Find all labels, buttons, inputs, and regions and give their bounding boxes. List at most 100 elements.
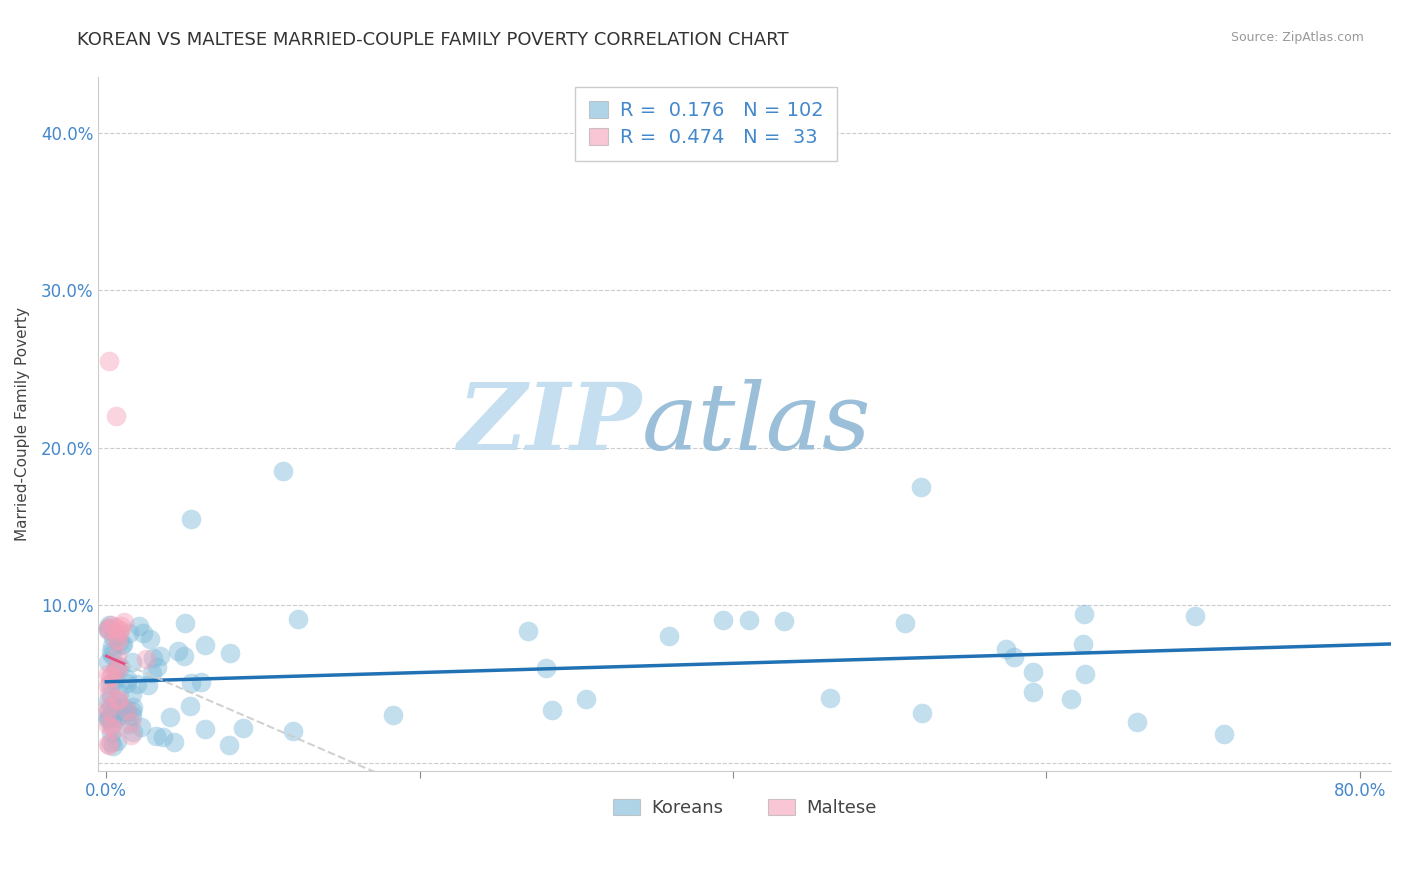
Point: [180, 511, 202, 525]
Point: [100, 719, 122, 733]
Point: [111, 708, 134, 723]
Point: [97, 737, 120, 751]
Point: [100, 618, 122, 632]
Point: [122, 700, 145, 714]
Point: [108, 660, 131, 674]
Point: [541, 704, 564, 718]
Point: [108, 686, 131, 700]
Point: [167, 644, 190, 658]
Text: ZIP: ZIP: [457, 379, 641, 469]
Point: [120, 715, 142, 730]
Point: [138, 678, 160, 692]
Point: [121, 708, 143, 723]
Point: [115, 675, 138, 690]
Point: [287, 612, 309, 626]
Point: [145, 729, 167, 743]
Point: [142, 651, 165, 665]
Point: [132, 625, 155, 640]
Point: [117, 672, 139, 686]
Point: [115, 705, 138, 719]
Point: [100, 689, 122, 703]
Point: [97, 700, 120, 714]
Point: [174, 615, 197, 630]
Point: [101, 739, 124, 754]
Point: [104, 620, 127, 634]
Point: [107, 660, 129, 674]
Point: [98, 677, 121, 691]
Point: [107, 658, 129, 673]
Point: [101, 648, 124, 663]
Point: [108, 624, 131, 639]
Point: [104, 673, 127, 687]
Point: [105, 733, 128, 747]
Point: [100, 698, 122, 712]
Point: [97, 710, 120, 724]
Point: [114, 702, 136, 716]
Point: [117, 625, 139, 640]
Point: [1073, 637, 1095, 651]
Point: [98, 738, 121, 752]
Point: [101, 668, 124, 682]
Point: [173, 648, 195, 663]
Text: Source: ZipAtlas.com: Source: ZipAtlas.com: [1230, 31, 1364, 45]
Point: [995, 642, 1018, 657]
Point: [101, 716, 124, 731]
Point: [163, 735, 186, 749]
Point: [1074, 667, 1097, 681]
Point: [100, 645, 122, 659]
Point: [98, 617, 121, 632]
Point: [97, 655, 120, 669]
Point: [107, 632, 129, 647]
Point: [104, 699, 127, 714]
Point: [135, 652, 157, 666]
Point: [218, 738, 240, 752]
Point: [121, 725, 143, 739]
Point: [575, 691, 598, 706]
Point: [104, 409, 127, 424]
Point: [180, 676, 202, 690]
Point: [281, 723, 304, 738]
Point: [1073, 607, 1095, 622]
Point: [103, 723, 125, 737]
Point: [1212, 727, 1234, 741]
Point: [97, 694, 120, 708]
Point: [141, 665, 163, 680]
Point: [382, 708, 405, 723]
Point: [138, 632, 160, 646]
Point: [773, 614, 796, 628]
Point: [219, 647, 242, 661]
Point: [105, 648, 128, 663]
Point: [97, 623, 120, 637]
Point: [273, 464, 295, 478]
Point: [534, 661, 557, 675]
Point: [107, 691, 129, 706]
Point: [129, 720, 152, 734]
Point: [121, 688, 143, 702]
Point: [97, 712, 120, 726]
Point: [108, 700, 131, 714]
Point: [100, 735, 122, 749]
Point: [1126, 715, 1149, 730]
Point: [121, 656, 143, 670]
Point: [105, 663, 128, 677]
Point: [110, 618, 132, 632]
Point: [98, 670, 121, 684]
Point: [711, 613, 734, 627]
Point: [101, 630, 124, 644]
Point: [128, 619, 150, 633]
Point: [98, 686, 121, 700]
Point: [108, 623, 131, 637]
Point: [105, 711, 128, 725]
Point: [1022, 685, 1045, 699]
Point: [120, 728, 142, 742]
Point: [1022, 665, 1045, 679]
Point: [1002, 650, 1025, 665]
Point: [658, 630, 681, 644]
Point: [145, 660, 167, 674]
Legend: Koreans, Maltese: Koreans, Maltese: [606, 791, 883, 824]
Point: [194, 638, 217, 652]
Text: atlas: atlas: [641, 379, 870, 469]
Point: [104, 632, 127, 647]
Point: [107, 634, 129, 648]
Point: [159, 709, 181, 723]
